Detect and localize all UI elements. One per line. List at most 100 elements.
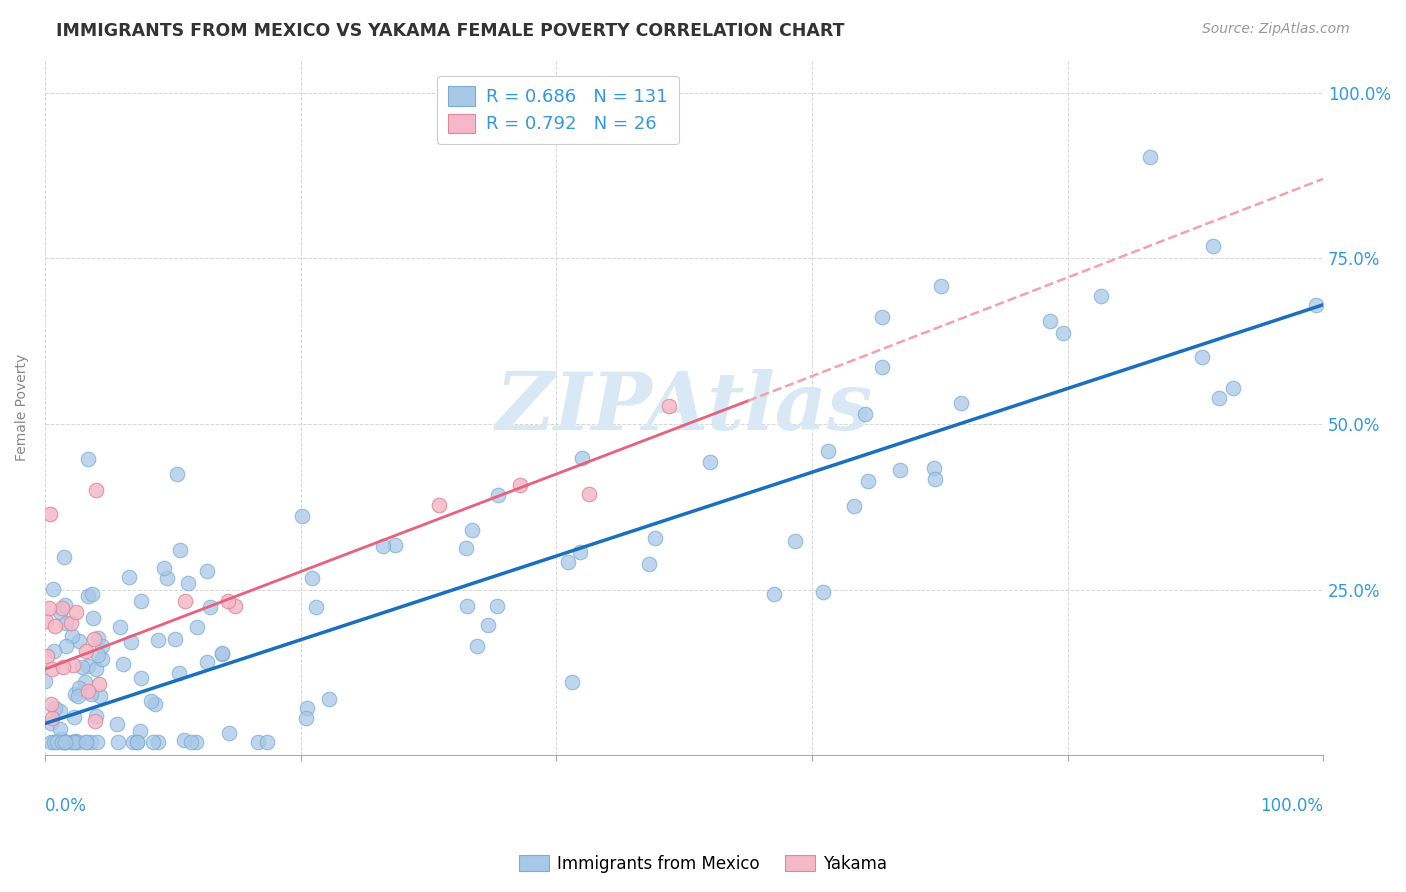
Point (62, 658, 84, 673)
Point (87, 631, 110, 645)
Point (295, 701, 318, 715)
Point (49, 723, 72, 737)
Point (195, 564, 218, 578)
Point (373, 539, 395, 553)
Point (177, 575, 200, 590)
Point (84, 662, 107, 676)
Legend: R = 0.686   N = 131, R = 0.792   N = 26: R = 0.686 N = 131, R = 0.792 N = 26 (437, 76, 679, 145)
Point (42, 644, 65, 658)
Point (1305, 298, 1327, 312)
Point (53, 735, 76, 749)
Point (65, 687, 87, 701)
Point (77, 659, 100, 673)
Point (122, 735, 145, 749)
Point (66, 735, 89, 749)
Point (77, 684, 100, 698)
Point (111, 657, 134, 671)
Point (1191, 350, 1213, 364)
Point (858, 474, 880, 488)
Point (51, 601, 73, 615)
Point (246, 735, 269, 749)
Point (166, 467, 188, 481)
Point (51, 735, 73, 749)
Point (60, 616, 83, 631)
Point (39, 698, 62, 712)
Point (291, 508, 314, 523)
Point (169, 665, 191, 680)
Point (638, 557, 661, 571)
Text: IMMIGRANTS FROM MEXICO VS YAKAMA FEMALE POVERTY CORRELATION CHART: IMMIGRANTS FROM MEXICO VS YAKAMA FEMALE … (56, 22, 845, 40)
Legend: Immigrants from Mexico, Yakama: Immigrants from Mexico, Yakama (512, 848, 894, 880)
Point (38, 507, 60, 521)
Point (86, 709, 108, 723)
Point (89, 677, 111, 691)
Point (561, 675, 583, 690)
Point (384, 538, 406, 552)
Point (65, 606, 87, 620)
Point (1208, 391, 1230, 405)
Point (129, 671, 152, 685)
Point (82, 611, 104, 625)
Point (65, 735, 87, 749)
Point (90, 651, 112, 665)
Point (186, 735, 208, 749)
Point (86, 735, 108, 749)
Point (77, 451, 100, 466)
Point (75, 735, 97, 749)
Point (105, 717, 128, 731)
Point (658, 399, 681, 413)
Point (84, 714, 107, 728)
Point (35, 614, 58, 628)
Point (1090, 289, 1112, 303)
Point (1139, 150, 1161, 164)
Point (72, 660, 94, 674)
Point (60, 629, 83, 643)
Point (90, 640, 112, 654)
Point (53, 735, 76, 749)
Point (42, 582, 65, 596)
Point (82, 587, 104, 601)
Point (75, 675, 97, 690)
Point (76, 589, 98, 603)
Point (922, 460, 945, 475)
Point (44, 619, 66, 633)
Text: Source: ZipAtlas.com: Source: ZipAtlas.com (1202, 22, 1350, 37)
Point (153, 560, 176, 574)
Point (644, 531, 666, 545)
Point (55, 639, 77, 653)
Point (125, 735, 148, 749)
Point (120, 635, 142, 649)
Point (87, 648, 110, 662)
Point (44, 735, 66, 749)
Point (129, 723, 152, 738)
Point (578, 487, 600, 501)
Point (108, 620, 131, 634)
Point (427, 498, 450, 512)
Text: ZIPAtlas: ZIPAtlas (495, 368, 873, 446)
Point (889, 463, 911, 477)
Point (67, 634, 90, 648)
Point (53, 599, 76, 613)
Point (569, 545, 592, 559)
Point (38, 600, 60, 615)
Point (48, 605, 70, 619)
Point (75, 644, 97, 658)
Point (1202, 239, 1225, 253)
Point (872, 360, 894, 375)
Point (129, 594, 152, 608)
Text: 100.0%: 100.0% (1260, 797, 1323, 815)
Point (41, 662, 63, 676)
Point (143, 698, 166, 712)
Point (67, 689, 90, 703)
Point (844, 499, 866, 513)
Point (163, 632, 186, 646)
Point (924, 472, 946, 486)
Point (461, 523, 484, 537)
Point (217, 594, 239, 608)
Point (39, 716, 62, 731)
Point (456, 599, 478, 614)
Point (53, 735, 76, 749)
Point (301, 571, 323, 585)
Point (762, 587, 785, 601)
Point (811, 584, 834, 599)
